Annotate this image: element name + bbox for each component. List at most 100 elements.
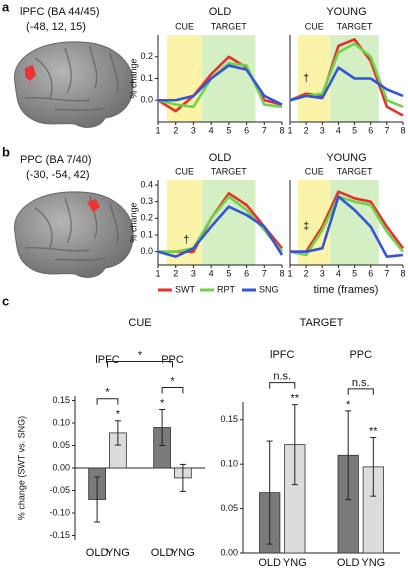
x-tick-label: 6 [244, 268, 249, 278]
x-tick-label: 8 [279, 268, 284, 278]
comparison-label: * [138, 349, 143, 361]
group-label: lPFC [95, 354, 120, 366]
category-label: YNG [106, 547, 130, 559]
y-tick-label: 0.1 [140, 73, 153, 83]
group-label: PPC [161, 354, 184, 366]
legend-label: SWT [175, 284, 195, 294]
annotation: † [303, 72, 309, 84]
significance-star: ** [291, 393, 300, 405]
group-label: lPFC [270, 349, 295, 361]
comparison-label: * [105, 387, 110, 399]
brain-image [13, 191, 134, 279]
chart-title: YOUNG [326, 6, 366, 18]
x-tick-label: 3 [191, 125, 196, 135]
phase-label: TARGET [211, 166, 247, 176]
x-tick-label: 7 [262, 125, 267, 135]
x-tick-label: 1 [155, 125, 160, 135]
x-axis-label: time (frames) [314, 284, 379, 296]
x-tick-label: 2 [304, 125, 309, 135]
chart-title: YOUNG [326, 152, 366, 164]
y-tick-label: 0.10 [220, 459, 238, 469]
x-tick-label: 2 [173, 125, 178, 135]
significance-star: ** [369, 425, 378, 437]
region-name: lPFC (BA 44/45) [20, 6, 99, 18]
comparison-bracket [347, 388, 374, 395]
y-tick-label: 0.05 [220, 503, 238, 513]
x-tick-label: 1 [155, 268, 160, 278]
x-tick-label: 6 [368, 268, 373, 278]
x-tick-label: 4 [336, 125, 341, 135]
y-tick-label: 0.05 [52, 440, 70, 450]
x-tick-label: 7 [384, 125, 389, 135]
x-tick-label: 4 [209, 268, 214, 278]
phase-span [166, 35, 203, 122]
y-tick-label: 0.00 [52, 462, 70, 472]
x-tick-label: 8 [400, 125, 405, 135]
x-tick-label: 7 [384, 268, 389, 278]
y-axis-label: % change [128, 202, 138, 242]
legend-label: RPT [217, 284, 236, 294]
phase-span [298, 35, 331, 122]
category-label: YNG [171, 547, 195, 559]
chart-title: OLD [209, 6, 232, 18]
y-tick-label: 0.3 [140, 196, 153, 206]
region-coords: (-48, 12, 15) [26, 21, 86, 33]
panel-label: c [2, 293, 9, 308]
x-tick-label: 2 [304, 268, 309, 278]
y-tick-label: 0.15 [52, 395, 70, 405]
x-tick-label: 4 [209, 125, 214, 135]
phase-label: CUE [175, 21, 194, 31]
y-tick-label: 0.00 [220, 547, 238, 557]
y-tick-label: 0.0 [140, 246, 153, 256]
phase-label: TARGET [337, 166, 373, 176]
series-line [289, 38, 404, 117]
series-line [290, 195, 404, 258]
y-tick-label: 0.1 [140, 229, 153, 239]
series-line [158, 64, 283, 106]
y-tick-label: 0.2 [140, 213, 153, 223]
phase-label: CUE [305, 21, 324, 31]
series-line [157, 205, 284, 258]
series-line [290, 190, 405, 253]
x-tick-label: 6 [368, 125, 373, 135]
legend-label: SNG [259, 284, 279, 294]
y-axis-label: % change (SWT vs. SNG) [16, 416, 26, 520]
y-tick-label: -0.15 [49, 530, 70, 540]
region-name: PPC (BA 7/40) [20, 154, 92, 166]
series-line [157, 55, 283, 113]
category-label: YNG [361, 557, 385, 569]
category-label: OLD [86, 547, 109, 559]
phase-label: TARGET [211, 21, 247, 31]
y-tick-label: 0.4 [140, 179, 153, 189]
significance-star: * [346, 399, 351, 411]
chart-title: OLD [209, 152, 232, 164]
brain-image [13, 41, 134, 129]
x-tick-label: 6 [244, 125, 249, 135]
x-tick-label: 8 [279, 125, 284, 135]
annotation: † [183, 234, 189, 246]
category-label: OLD [337, 557, 360, 569]
phase-label: TARGET [337, 21, 373, 31]
series-line [158, 195, 284, 253]
y-tick-label: -0.10 [49, 507, 70, 517]
phase-label: CUE [305, 166, 324, 176]
panel-label: a [2, 0, 10, 14]
phase-label: CUE [175, 166, 194, 176]
x-tick-label: 5 [226, 268, 231, 278]
x-tick-label: 1 [287, 125, 292, 135]
significance-star: * [160, 397, 165, 409]
x-tick-label: 5 [352, 268, 357, 278]
annotation: ‡ [303, 221, 309, 233]
chart-title: TARGET [300, 317, 344, 329]
x-tick-label: 1 [287, 268, 292, 278]
significance-star: * [116, 409, 121, 421]
series-line [289, 66, 404, 102]
x-tick-label: 5 [352, 125, 357, 135]
group-label: PPC [349, 349, 372, 361]
x-tick-label: 5 [226, 125, 231, 135]
panel-label: b [2, 144, 10, 159]
y-tick-label: 0.2 [140, 51, 153, 61]
comparison-bracket [96, 398, 119, 405]
comparison-label: n.s. [352, 377, 370, 389]
